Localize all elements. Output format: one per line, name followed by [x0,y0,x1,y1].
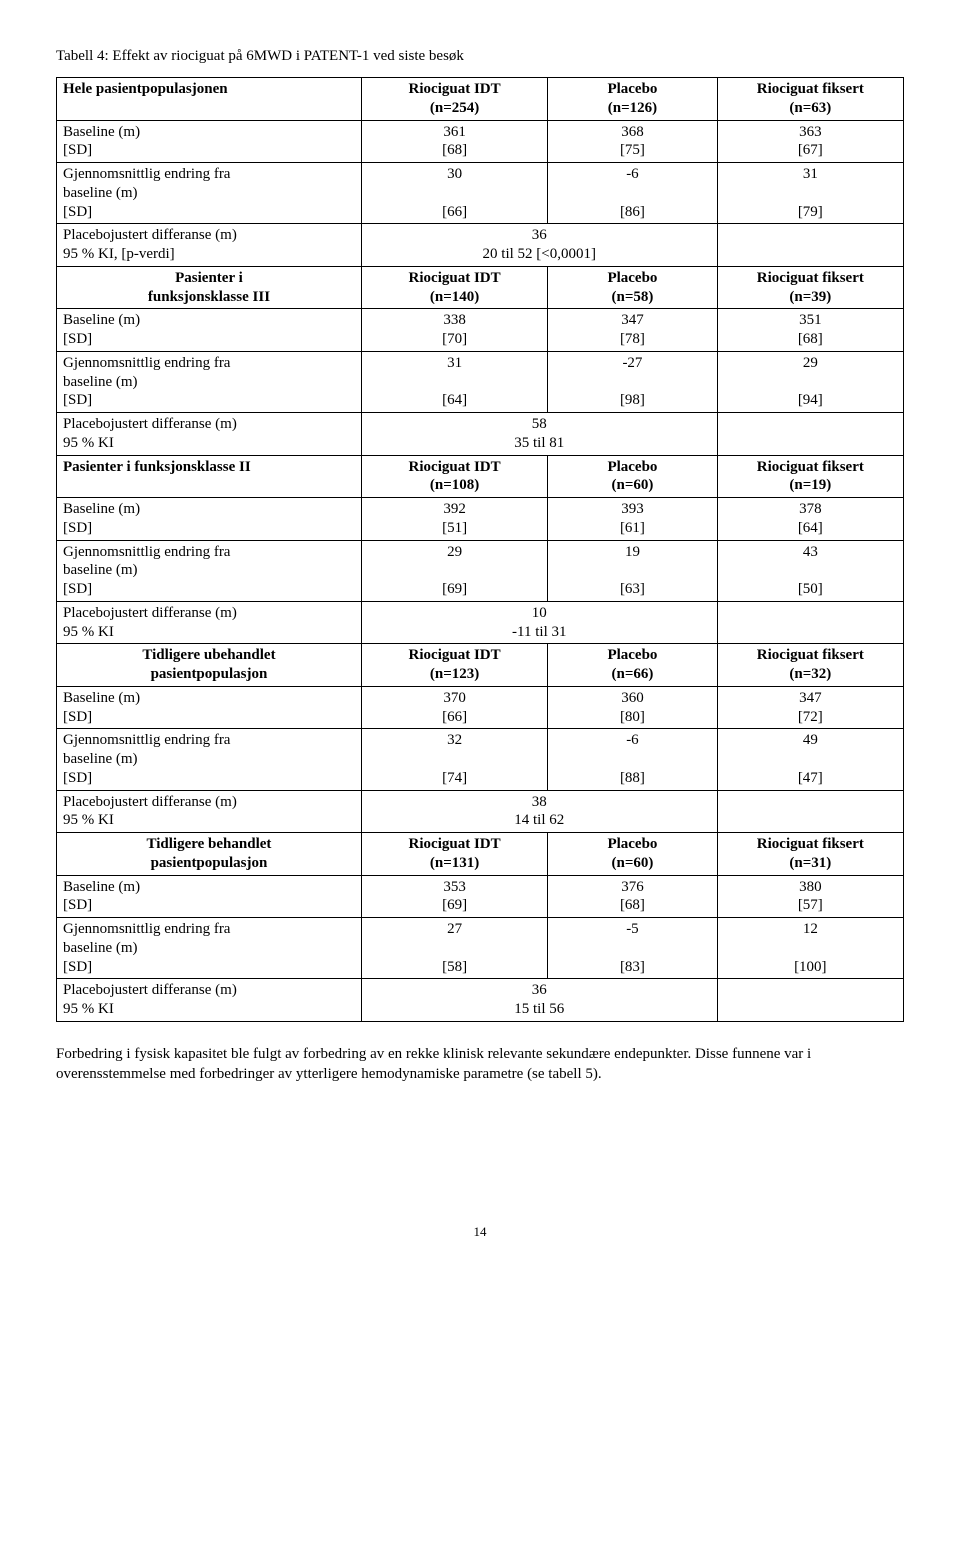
change-label: Gjennomsnittlig endring frabaseline (m)[… [57,918,362,979]
section-header-label: Tidligere ubehandletpasientpopulasjon [57,644,362,687]
col-header-riociguat-fiksert: Riociguat fiksert(n=19) [717,455,903,498]
diff-value: 3620 til 52 [<0,0001] [361,224,717,267]
diff-row: Placebojustert differanse (m)95 % KI3814… [57,790,904,833]
diff-row: Placebojustert differanse (m)95 % KI3615… [57,979,904,1022]
diff-value: 10-11 til 31 [361,601,717,644]
change-row: Gjennomsnittlig endring frabaseline (m)[… [57,351,904,412]
diff-label: Placebojustert differanse (m)95 % KI, [p… [57,224,362,267]
baseline-row: Baseline (m)[SD]370[66]360[80]347[72] [57,686,904,729]
diff-empty [717,790,903,833]
change-row: Gjennomsnittlig endring frabaseline (m)[… [57,729,904,790]
col-header-riociguat-idt: Riociguat IDT(n=123) [361,644,547,687]
diff-row: Placebojustert differanse (m)95 % KI10-1… [57,601,904,644]
change-row: Gjennomsnittlig endring frabaseline (m)[… [57,918,904,979]
col-header-placebo: Placebo(n=66) [548,644,717,687]
section-header-row: Pasienter ifunksjonsklasse IIIRiociguat … [57,266,904,309]
diff-value: 3615 til 56 [361,979,717,1022]
baseline-label: Baseline (m)[SD] [57,875,362,918]
col-header-riociguat-idt: Riociguat IDT(n=108) [361,455,547,498]
change-label: Gjennomsnittlig endring frabaseline (m)[… [57,729,362,790]
diff-empty [717,224,903,267]
col-header-riociguat-fiksert: Riociguat fiksert(n=39) [717,266,903,309]
col-header-placebo: Placebo(n=60) [548,455,717,498]
diff-label: Placebojustert differanse (m)95 % KI [57,979,362,1022]
baseline-row: Baseline (m)[SD]392[51]393[61]378[64] [57,498,904,541]
col-header-placebo: Placebo(n=60) [548,833,717,876]
footer-paragraph: Forbedring i fysisk kapasitet ble fulgt … [56,1044,904,1085]
change-row: Gjennomsnittlig endring frabaseline (m)[… [57,163,904,224]
baseline-label: Baseline (m)[SD] [57,120,362,163]
col-header-riociguat-fiksert: Riociguat fiksert(n=31) [717,833,903,876]
baseline-row: Baseline (m)[SD]338[70]347[78]351[68] [57,309,904,352]
change-row: Gjennomsnittlig endring frabaseline (m)[… [57,540,904,601]
diff-empty [717,601,903,644]
section-header-label: Pasienter ifunksjonsklasse III [57,266,362,309]
col-header-riociguat-fiksert: Riociguat fiksert(n=32) [717,644,903,687]
patent1-table: Hele pasientpopulasjonenRiociguat IDT(n=… [56,77,904,1022]
diff-label: Placebojustert differanse (m)95 % KI [57,790,362,833]
section-header-label: Pasienter i funksjonsklasse II [57,455,362,498]
col-header-riociguat-idt: Riociguat IDT(n=254) [361,78,547,121]
diff-row: Placebojustert differanse (m)95 % KI, [p… [57,224,904,267]
baseline-row: Baseline (m)[SD]361[68]368[75]363[67] [57,120,904,163]
diff-value: 3814 til 62 [361,790,717,833]
baseline-row: Baseline (m)[SD]353[69]376[68]380[57] [57,875,904,918]
change-label: Gjennomsnittlig endring frabaseline (m)[… [57,351,362,412]
section-header-row: Tidligere ubehandletpasientpopulasjonRio… [57,644,904,687]
section-header-row: Pasienter i funksjonsklasse IIRiociguat … [57,455,904,498]
table-title: Tabell 4: Effekt av riociguat på 6MWD i … [56,48,904,65]
col-header-riociguat-fiksert: Riociguat fiksert(n=63) [717,78,903,121]
change-label: Gjennomsnittlig endring frabaseline (m)[… [57,163,362,224]
section-header-label: Hele pasientpopulasjonen [57,78,362,121]
section-header-label: Tidligere behandletpasientpopulasjon [57,833,362,876]
baseline-label: Baseline (m)[SD] [57,498,362,541]
col-header-riociguat-idt: Riociguat IDT(n=140) [361,266,547,309]
diff-label: Placebojustert differanse (m)95 % KI [57,413,362,456]
baseline-label: Baseline (m)[SD] [57,309,362,352]
diff-empty [717,979,903,1022]
diff-row: Placebojustert differanse (m)95 % KI5835… [57,413,904,456]
section-header-row: Hele pasientpopulasjonenRiociguat IDT(n=… [57,78,904,121]
page-number: 14 [56,1224,904,1240]
baseline-label: Baseline (m)[SD] [57,686,362,729]
col-header-placebo: Placebo(n=126) [548,78,717,121]
diff-empty [717,413,903,456]
col-header-placebo: Placebo(n=58) [548,266,717,309]
diff-value: 5835 til 81 [361,413,717,456]
col-header-riociguat-idt: Riociguat IDT(n=131) [361,833,547,876]
diff-label: Placebojustert differanse (m)95 % KI [57,601,362,644]
change-label: Gjennomsnittlig endring frabaseline (m)[… [57,540,362,601]
section-header-row: Tidligere behandletpasientpopulasjonRioc… [57,833,904,876]
